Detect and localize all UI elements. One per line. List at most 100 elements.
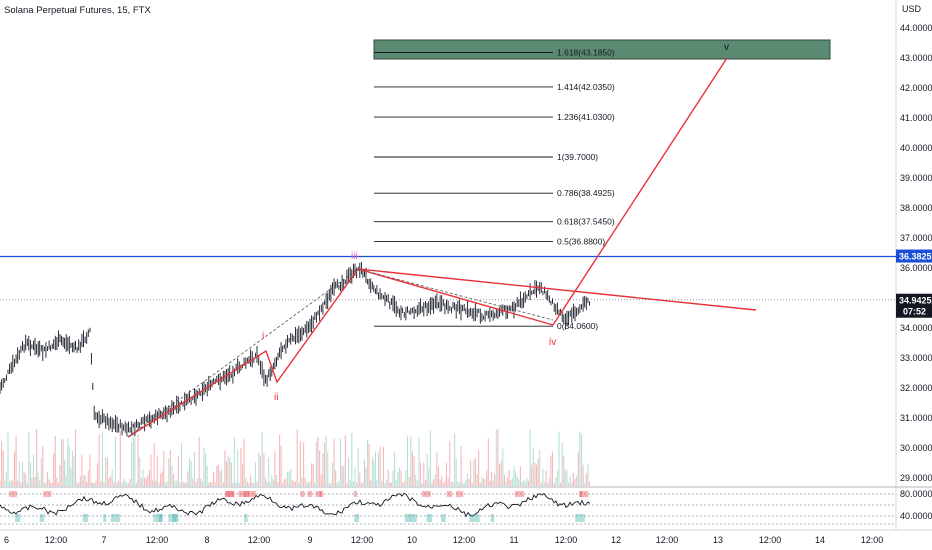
time-tick-label: 10 xyxy=(407,535,417,545)
wave-label-iv: iv xyxy=(549,337,556,348)
oscillator-overbought-fill xyxy=(421,491,431,497)
oscillator-overbought-fill xyxy=(446,491,453,497)
oscillator-oversold-fill xyxy=(82,514,89,522)
oscillator-oversold-fill xyxy=(39,514,45,522)
oscillator-oversold-fill xyxy=(409,514,417,522)
oscillator-oversold-fill xyxy=(490,514,495,522)
time-tick-label: 12:00 xyxy=(146,535,169,545)
price-series xyxy=(0,261,590,437)
price-tick-label: 33.0000 xyxy=(900,353,932,363)
price-tick-label: 36.0000 xyxy=(900,263,932,273)
oscillator-overbought-fill xyxy=(43,491,52,497)
oscillator-oversold-fill xyxy=(110,514,121,522)
last-price-tag-text: 34.9425 xyxy=(899,296,932,306)
price-tick-label: 38.0000 xyxy=(900,203,932,213)
oscillator-overbought-fill xyxy=(225,491,234,497)
horizontal-level-tag xyxy=(896,249,932,263)
target-zone-box[interactable] xyxy=(373,39,831,60)
wave-1-2-path[interactable] xyxy=(127,268,359,438)
wave-label-v: v xyxy=(724,42,729,53)
oscillator-label-80: 80.0000 xyxy=(900,489,932,499)
last-price-tag xyxy=(896,293,932,318)
price-tick-label: 42.0000 xyxy=(900,83,932,93)
price-axis-ticks: 44.0000 43.0000 42.0000 41.0000 40.0000 39.00… xyxy=(900,23,932,483)
oscillator-oversold-fill xyxy=(172,514,177,522)
time-tick-label: 12:00 xyxy=(861,535,884,545)
fib-level-label: 0.5(36.8800) xyxy=(557,237,605,247)
time-tick-label: 13 xyxy=(713,535,723,545)
time-tick-label: 12:00 xyxy=(656,535,679,545)
time-tick-label: 12:00 xyxy=(45,535,68,545)
wave-label-ii: ii xyxy=(274,392,278,403)
oscillator-oversold-fill xyxy=(575,514,585,522)
dashed-channel-line-2 xyxy=(357,268,554,321)
oscillator-overbought-fill xyxy=(315,491,322,497)
price-tick-label: 29.0000 xyxy=(900,473,932,483)
fib-level-label: 1(39.7000) xyxy=(557,152,598,162)
time-tick-label: 12:00 xyxy=(759,535,782,545)
chart-title: Solana Perpetual Futures, 15, FTX xyxy=(4,5,151,16)
time-tick-label: 12 xyxy=(611,535,621,545)
fibonacci-extension[interactable]: 1.618(43.1850) 1.414(42.0350) 1.236(41.030… xyxy=(374,47,615,331)
oscillator-oversold-fill xyxy=(404,514,411,522)
oscillator-label-40: 40.0000 xyxy=(900,511,932,521)
oscillator-oversold-fill xyxy=(426,514,432,522)
oscillator-oversold-fill xyxy=(168,514,179,522)
time-tick-label: 9 xyxy=(307,535,312,545)
oscillator-overbought-fill xyxy=(300,491,305,497)
volume-bars xyxy=(0,428,591,486)
oscillator-overbought-fill xyxy=(319,491,324,497)
price-tick-label: 37.0000 xyxy=(900,233,932,243)
oscillator-overbought-fill xyxy=(579,491,589,497)
price-tick-label: 44.0000 xyxy=(900,23,932,33)
oscillator-oversold-fill xyxy=(153,514,162,522)
time-tick-label: 7 xyxy=(101,535,106,545)
oscillator-overbought-fill xyxy=(225,491,235,497)
oscillator-overbought-fill xyxy=(456,491,464,497)
price-tick-label: 34.0000 xyxy=(900,323,932,333)
oscillator-panel xyxy=(0,491,896,525)
oscillator-overbought-fill xyxy=(514,491,525,497)
time-tick-label: 6 xyxy=(4,535,9,545)
oscillator-overbought-fill xyxy=(9,491,17,497)
price-tick-label: 31.0000 xyxy=(900,413,932,423)
horizontal-level-tag-text: 36.3825 xyxy=(899,252,932,262)
oscillator-overbought-fill xyxy=(579,491,583,497)
price-axis-currency: USD xyxy=(902,4,922,14)
oscillator-oversold-fill xyxy=(244,514,248,522)
price-tick-label: 32.0000 xyxy=(900,383,932,393)
price-tick-label: 30.0000 xyxy=(900,443,932,453)
time-tick-label: 8 xyxy=(204,535,209,545)
oscillator-oversold-fill xyxy=(469,514,480,522)
wave-label-iii: iii xyxy=(351,251,358,262)
wave-3-4-line[interactable] xyxy=(357,268,554,326)
oscillator-oversold-fill xyxy=(354,514,360,522)
time-tick-label: 14 xyxy=(815,535,825,545)
oscillator-overbought-fill xyxy=(243,491,250,497)
fib-level-label: 0.786(38.4925) xyxy=(557,188,615,198)
price-tick-label: 40.0000 xyxy=(900,143,932,153)
oscillator-overbought-fill xyxy=(353,491,357,497)
time-axis-ticks: 6 12:00 7 12:00 8 12:00 9 12:00 10 12:00 11 12:00 12… xyxy=(4,535,883,545)
time-tick-label: 12:00 xyxy=(555,535,578,545)
time-tick-label: 11 xyxy=(509,535,518,545)
elliott-wave-lines[interactable] xyxy=(127,57,757,438)
oscillator-line xyxy=(0,492,591,518)
oscillator-oversold-fill xyxy=(14,514,21,522)
upper-trendline[interactable] xyxy=(357,268,757,311)
oscillator-oversold-fill xyxy=(158,514,164,522)
wave-label-i: i xyxy=(262,331,264,342)
wave-5-projection-line[interactable] xyxy=(552,57,728,326)
oscillator-overbought-fill xyxy=(307,491,313,497)
time-tick-label: 12:00 xyxy=(351,535,374,545)
fib-level-label: 1.618(43.1850) xyxy=(557,47,615,57)
oscillator-oversold-fill xyxy=(103,514,107,522)
time-tick-label: 12:00 xyxy=(248,535,271,545)
oscillator-overbought-fill xyxy=(238,491,247,497)
fib-level-label: 1.414(42.0350) xyxy=(557,82,615,92)
price-tick-label: 41.0000 xyxy=(900,113,932,123)
oscillator-overbought-fill xyxy=(246,491,256,497)
countdown-tag-text: 07:52 xyxy=(903,307,926,317)
price-tick-label: 43.0000 xyxy=(900,53,932,63)
